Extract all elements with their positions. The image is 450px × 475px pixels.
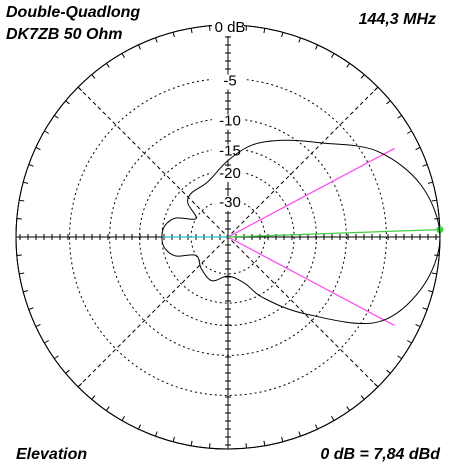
- max-line: [227, 229, 440, 238]
- rim-tick: [121, 416, 125, 421]
- r-tick-label: -5: [223, 73, 236, 90]
- half-power-line: [227, 236, 395, 327]
- rim-tick: [397, 114, 402, 119]
- rim-tick: [298, 431, 301, 437]
- rim-tick: [331, 53, 335, 58]
- rim-tick: [54, 114, 59, 119]
- chart-subtitle: DK7ZB 50 Ohm: [6, 26, 122, 43]
- rim-tick: [54, 355, 59, 360]
- rim-tick: [346, 63, 351, 68]
- grid-ring: [109, 118, 347, 356]
- rim-tick: [263, 440, 266, 446]
- rim-tick: [28, 164, 34, 167]
- rim-tick: [65, 100, 70, 105]
- rim-tick: [28, 307, 34, 310]
- rim-tick: [315, 424, 319, 430]
- label-bg: [212, 21, 244, 36]
- r-tick-label: -30: [219, 194, 241, 211]
- rim-tick: [427, 290, 433, 293]
- rim-tick: [35, 324, 41, 328]
- rim-tick: [346, 406, 351, 411]
- rim-tick: [137, 44, 141, 50]
- rim-tick: [374, 383, 379, 388]
- half-power-line: [227, 147, 395, 238]
- rim-tick: [386, 100, 391, 105]
- rim-tick: [137, 424, 141, 430]
- rim-tick: [331, 416, 335, 421]
- rim-tick: [407, 130, 412, 134]
- rim-tick: [35, 146, 41, 150]
- rim-tick: [422, 164, 428, 167]
- rim-tick: [427, 181, 433, 184]
- rim-tick: [263, 28, 266, 34]
- rim-tick: [23, 181, 29, 184]
- plane: Elevation: [16, 446, 87, 463]
- rim-tick: [431, 199, 437, 202]
- rim-tick: [360, 74, 365, 79]
- rim-tick: [19, 199, 25, 202]
- r-tick-label: -20: [219, 165, 241, 182]
- rim-tick: [65, 369, 70, 374]
- pattern-line: [161, 139, 441, 324]
- rim-tick: [23, 290, 29, 293]
- rim-tick: [374, 86, 379, 91]
- label-bg: [212, 74, 244, 90]
- rim-tick: [91, 74, 96, 79]
- rim-tick: [105, 63, 110, 68]
- rim-tick: [155, 431, 158, 437]
- rim-tick: [19, 272, 25, 275]
- r-tick-label: -10: [219, 113, 241, 130]
- rim-tick: [281, 32, 284, 38]
- rim-tick: [190, 440, 193, 446]
- rim-tick: [77, 383, 82, 388]
- chart-title: Double-Quadlong: [6, 4, 140, 21]
- rim-tick: [422, 307, 428, 310]
- rim-tick: [315, 44, 319, 50]
- reference: 0 dB = 7,84 dBd: [320, 446, 441, 463]
- rim-tick: [415, 324, 421, 328]
- rim-tick: [407, 340, 412, 344]
- rim-tick: [172, 32, 175, 38]
- label-bg: [212, 144, 244, 160]
- label-bg: [212, 196, 244, 212]
- rim-tick: [415, 146, 421, 150]
- rim-tick: [44, 340, 49, 344]
- frequency: 144,3 MHz: [359, 11, 436, 28]
- rim-tick: [190, 28, 193, 34]
- rim-tick: [397, 355, 402, 360]
- rim-tick: [77, 86, 82, 91]
- label-bg: [212, 166, 244, 182]
- rim-tick: [281, 436, 284, 442]
- rim-tick: [121, 53, 125, 58]
- rim-tick: [44, 130, 49, 134]
- rim-tick: [298, 37, 301, 43]
- rim-tick: [105, 406, 110, 411]
- label-bg: [212, 114, 244, 130]
- rim-tick: [91, 395, 96, 400]
- rim-tick: [386, 369, 391, 374]
- rim-tick: [172, 436, 175, 442]
- r-tick-label: -15: [219, 143, 241, 160]
- rim-tick: [155, 37, 158, 43]
- rim-tick: [431, 272, 437, 275]
- r-tick-label: 0 dB: [215, 19, 246, 36]
- rim-tick: [360, 395, 365, 400]
